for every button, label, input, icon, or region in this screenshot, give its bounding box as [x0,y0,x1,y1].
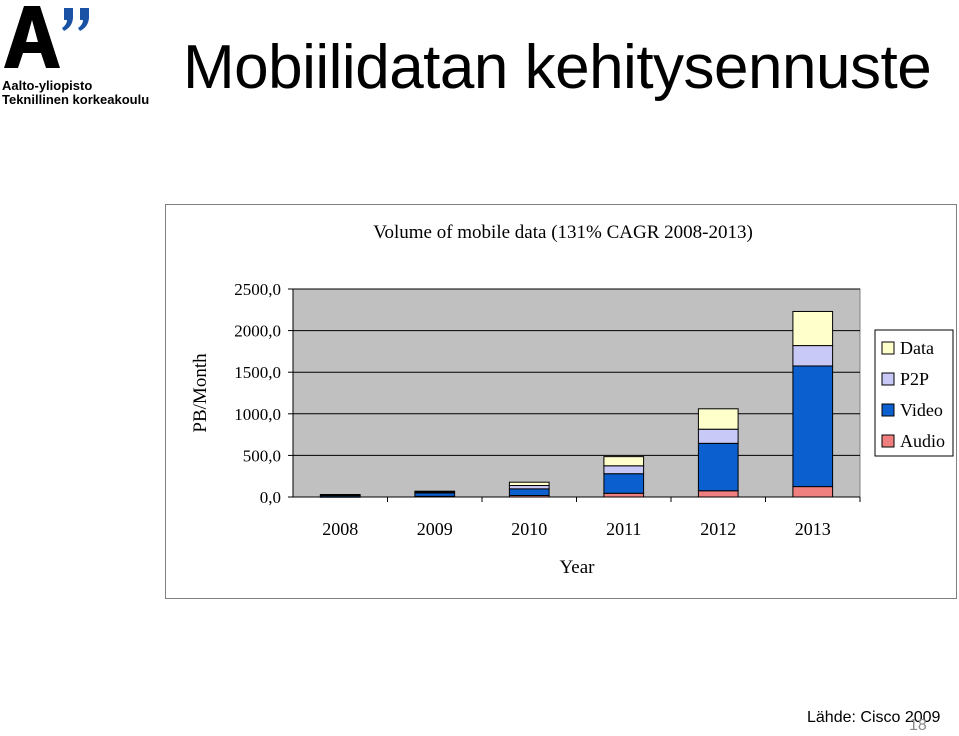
legend-label-video: Video [900,400,943,420]
bar-segment-audio-2013 [792,486,834,498]
x-axis-label: Year [559,557,595,578]
bar-segment-audio-2012 [697,490,739,498]
y-tick-label: 1000,0 [234,405,281,424]
aalto-a-mark-icon [4,6,89,68]
bar-segment-p2p-2013 [792,345,834,367]
bar-segment-data-2013 [792,310,834,347]
y-tick-label: 1500,0 [234,363,281,382]
legend: Data P2P Video Audio [874,329,954,457]
y-tick-label: 2500,0 [234,280,281,299]
logo-school-name: Teknillinen korkeakoulu [2,92,150,107]
y-tick-label: 2000,0 [234,322,281,341]
y-tick-label: 0,0 [260,488,281,507]
bar-segment-video-2010 [508,488,550,497]
x-tick-label-2013: 2013 [795,519,831,539]
stacked-bar-chart: Volume of mobile data (131% CAGR 2008-20… [190,222,954,578]
x-tick-label-2008: 2008 [322,519,358,539]
bar-segment-video-2012 [697,442,739,492]
legend-label-audio: Audio [900,431,945,451]
bar-segment-video-2011 [603,473,645,494]
gridlines [293,288,860,456]
x-tick-label-2009: 2009 [417,519,453,539]
page-title: Mobiilidatan kehitysennuste [183,33,932,102]
aalto-logo: Aalto-yliopisto Teknillinen korkeakoulu [0,0,170,112]
source-citation: Lähde: Cisco 2009 [807,709,941,726]
y-axis-ticks: 0,0 500,0 1000,0 1500,0 2000,0 2500,0 [234,280,293,507]
x-tick-label-2011: 2011 [606,519,641,539]
bar-segment-p2p-2011 [603,465,645,475]
bars [319,310,834,498]
bar-segment-data-2010 [508,481,550,487]
plot-area [292,288,861,498]
y-tick-label: 500,0 [243,446,281,465]
chart-title: Volume of mobile data (131% CAGR 2008-20… [373,222,753,243]
legend-label-p2p: P2P [900,369,929,389]
legend-swatch-p2p [881,372,895,386]
bar-segment-data-2012 [697,408,739,430]
bar-segment-p2p-2012 [697,428,739,444]
chart-frame: Volume of mobile data (131% CAGR 2008-20… [165,204,957,599]
bar-segment-audio-2011 [603,492,645,498]
x-axis-ticks: 2008 2009 2010 2011 2012 2013 [322,497,861,539]
logo-university-name: Aalto-yliopisto [2,78,93,93]
bar-segment-data-2008 [319,494,361,496]
y-axis-label: PB/Month [190,353,211,433]
bar-segment-video-2013 [792,365,834,488]
bar-segment-data-2009 [414,490,456,493]
legend-swatch-data [881,341,895,355]
legend-label-data: Data [900,338,934,358]
logo-quote-mark [62,8,73,31]
x-tick-label-2012: 2012 [700,519,736,539]
x-tick-label-2010: 2010 [511,519,547,539]
legend-swatch-video [881,403,895,417]
bar-segment-data-2011 [603,456,645,467]
page-number: 18 [909,717,927,734]
legend-swatch-audio [881,434,895,448]
